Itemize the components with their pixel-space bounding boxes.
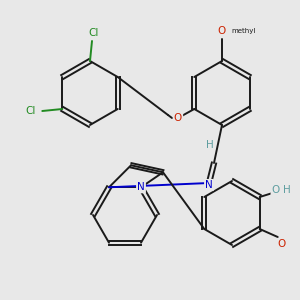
Text: N: N: [137, 182, 145, 192]
Text: O: O: [278, 239, 286, 249]
Text: N: N: [205, 180, 213, 190]
Text: Cl: Cl: [25, 106, 35, 116]
Text: O: O: [218, 26, 226, 36]
Text: H: H: [206, 140, 214, 150]
Text: O: O: [272, 185, 280, 195]
Text: H: H: [283, 185, 291, 195]
Text: methyl: methyl: [231, 28, 255, 34]
Text: Cl: Cl: [89, 28, 99, 38]
Text: O: O: [174, 113, 182, 123]
